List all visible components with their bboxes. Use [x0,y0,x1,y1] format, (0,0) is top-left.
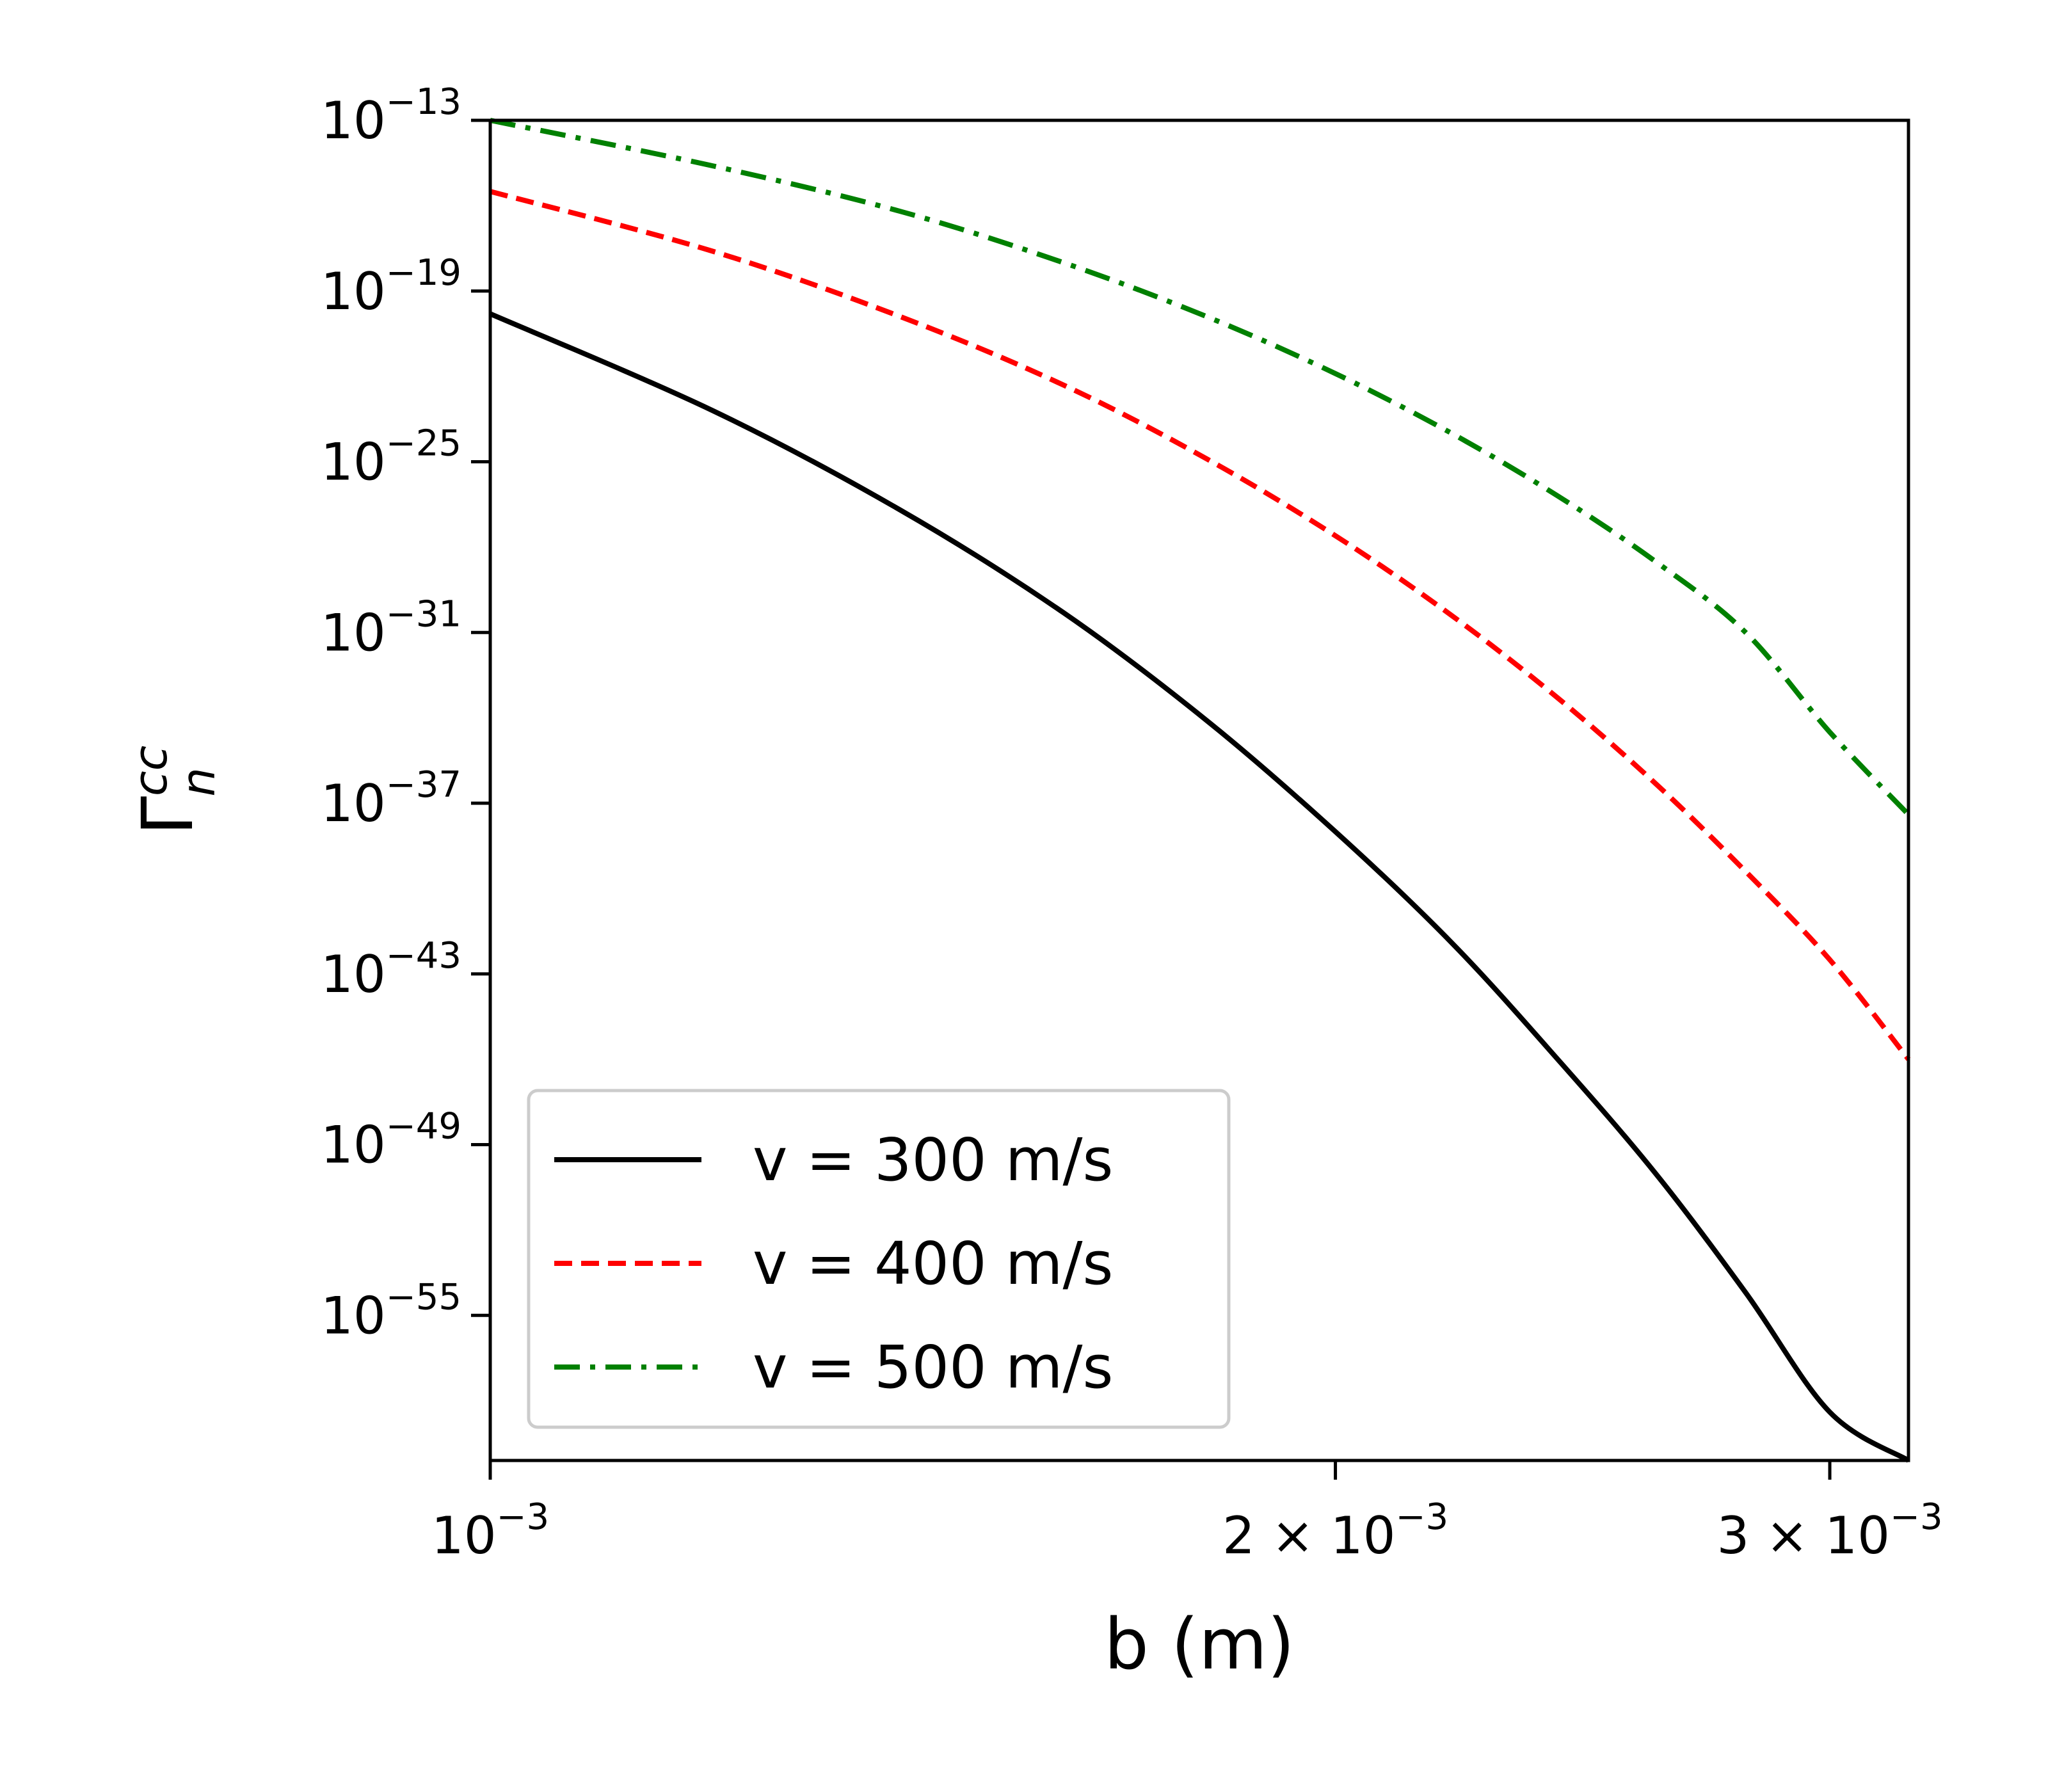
x-tick-exponent: −3 [1396,1496,1449,1538]
x-tick-exponent: −3 [497,1496,550,1538]
x-tick-base: 10 [1825,1506,1890,1565]
legend: v = 300 m/s v = 400 m/s v = 500 m/s [527,1089,1231,1429]
series-line-2 [489,189,1911,1061]
y-tick-label: 10−49 [321,1106,461,1175]
y-tick-base: 10 [321,1286,386,1345]
x-tick-mantissa: 2 × [1222,1506,1331,1565]
y-tick-label: 10−13 [321,81,461,150]
x-tick-base: 10 [1331,1506,1396,1565]
y-tick-label: 10−55 [321,1276,461,1345]
x-tick-label: 3 × 10−3 [1716,1496,1942,1565]
y-tick-exponent: −55 [386,1276,461,1318]
y-tick-label: 10−37 [321,764,461,833]
y-tick-exponent: −49 [386,1106,461,1148]
y-tick-label: 10−31 [321,593,461,662]
y-tick-label: 10−25 [321,423,461,492]
x-tick-label: 2 × 10−3 [1222,1496,1448,1565]
legend-label-3: v = 500 m/s [753,1333,1113,1402]
y-axis-label-base: Γ [127,796,209,835]
y-axis-label: Γccn [124,746,225,835]
series-layer [489,118,1911,1463]
y-tick-exponent: −31 [386,593,461,635]
y-tick-exponent: −25 [386,423,461,465]
y-axis-label-subscript: n [172,767,225,797]
y-tick-exponent: −13 [386,81,461,123]
y-tick-label: 10−19 [321,252,461,321]
x-axis-label: b (m) [1104,1603,1295,1685]
plot-frame [488,118,1910,1462]
series-line-3 [490,118,1910,817]
x-axis-ticks: 10−3 2 × 10−3 3 × 10−3 [431,1460,1943,1565]
y-tick-base: 10 [321,262,386,321]
legend-label-1: v = 300 m/s [753,1126,1113,1194]
y-tick-base: 10 [321,91,386,150]
y-tick-exponent: −37 [386,764,461,806]
y-tick-label: 10−43 [321,935,461,1004]
x-tick-label: 10−3 [431,1496,549,1565]
series-line-1 [489,311,1910,1463]
x-tick-exponent: −3 [1890,1496,1943,1538]
y-tick-exponent: −43 [386,935,461,977]
y-tick-base: 10 [321,433,386,492]
y-tick-base: 10 [321,774,386,833]
legend-label-2: v = 400 m/s [753,1229,1113,1298]
legend-box [527,1089,1231,1429]
y-tick-base: 10 [321,1116,386,1175]
y-tick-base: 10 [321,603,386,662]
x-tick-base: 10 [431,1506,497,1565]
y-tick-exponent: −19 [386,252,461,294]
x-tick-mantissa: 3 × [1716,1506,1825,1565]
y-axis-label-superscript: cc [124,746,177,796]
y-tick-base: 10 [321,945,386,1004]
